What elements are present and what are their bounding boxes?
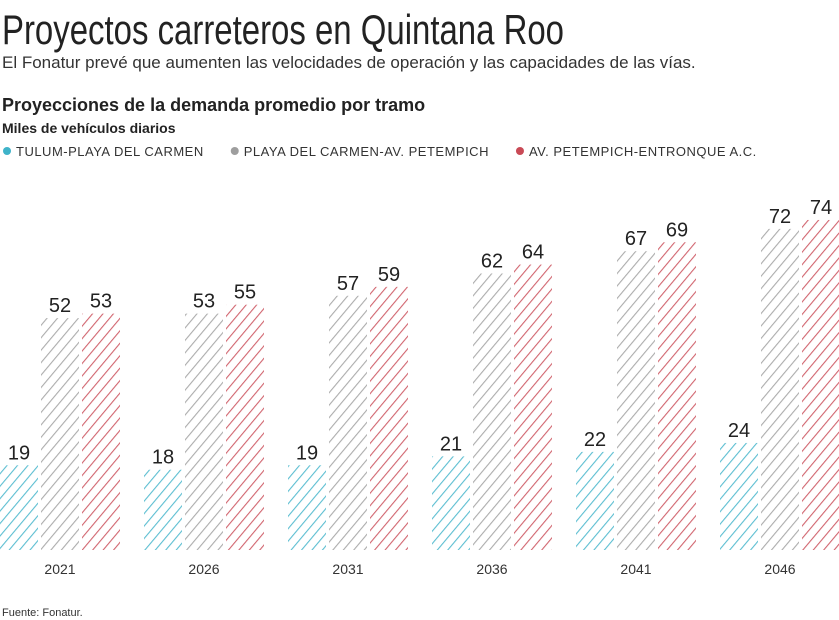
bar bbox=[226, 304, 264, 550]
bar bbox=[514, 264, 552, 550]
bar bbox=[41, 318, 79, 550]
subtitle: El Fonatur prevé que aumenten las veloci… bbox=[2, 53, 696, 72]
bar bbox=[144, 469, 182, 550]
unit-label: Miles de vehículos diarios bbox=[2, 120, 176, 136]
bar bbox=[720, 442, 758, 550]
legend-marker bbox=[230, 147, 239, 155]
data-label: 53 bbox=[193, 291, 215, 313]
bar bbox=[802, 219, 839, 550]
data-label: 55 bbox=[234, 282, 256, 304]
x-tick-label: 2041 bbox=[620, 561, 651, 577]
data-label: 69 bbox=[666, 219, 688, 241]
data-label: 59 bbox=[378, 264, 400, 286]
bar bbox=[576, 451, 614, 550]
legend-label: PLAYA DEL CARMEN-AV. PETEMPICH bbox=[244, 144, 489, 159]
data-label: 57 bbox=[337, 273, 359, 295]
x-tick-label: 2021 bbox=[44, 561, 75, 577]
data-label: 72 bbox=[769, 206, 791, 228]
source: Fuente: Fonatur. bbox=[2, 607, 83, 619]
data-label: 74 bbox=[810, 197, 832, 219]
data-label: 62 bbox=[481, 250, 503, 272]
bar bbox=[329, 295, 367, 550]
data-label: 24 bbox=[728, 420, 750, 442]
bar bbox=[288, 465, 326, 550]
data-label: 52 bbox=[49, 295, 71, 317]
bar bbox=[761, 228, 799, 550]
data-label: 64 bbox=[522, 242, 544, 264]
bar bbox=[0, 465, 38, 550]
legend-marker bbox=[3, 147, 11, 155]
legend-marker bbox=[515, 147, 524, 155]
data-label: 19 bbox=[8, 442, 30, 464]
bar bbox=[185, 313, 223, 550]
x-tick-label: 2046 bbox=[764, 561, 795, 577]
x-tick-label: 2026 bbox=[188, 561, 219, 577]
bar bbox=[432, 456, 470, 550]
bar bbox=[370, 286, 408, 550]
x-tick-label: 2036 bbox=[476, 561, 507, 577]
heading: Proyecciones de la demanda promedio por … bbox=[2, 95, 425, 115]
legend-label: AV. PETEMPICH-ENTRONQUE A.C. bbox=[529, 144, 757, 159]
data-label: 53 bbox=[90, 291, 112, 313]
data-label: 21 bbox=[440, 433, 462, 455]
data-label: 67 bbox=[625, 228, 647, 250]
x-tick-label: 2031 bbox=[332, 561, 363, 577]
bar bbox=[473, 273, 511, 550]
bar bbox=[658, 242, 696, 550]
data-label: 19 bbox=[296, 442, 318, 464]
legend-label: TULUM-PLAYA DEL CARMEN bbox=[16, 144, 204, 159]
bar bbox=[617, 251, 655, 550]
data-label: 18 bbox=[152, 447, 174, 469]
data-label: 22 bbox=[584, 429, 606, 451]
bar bbox=[82, 313, 120, 550]
chart-title: Proyectos carreteros en Quintana Roo bbox=[2, 6, 564, 53]
